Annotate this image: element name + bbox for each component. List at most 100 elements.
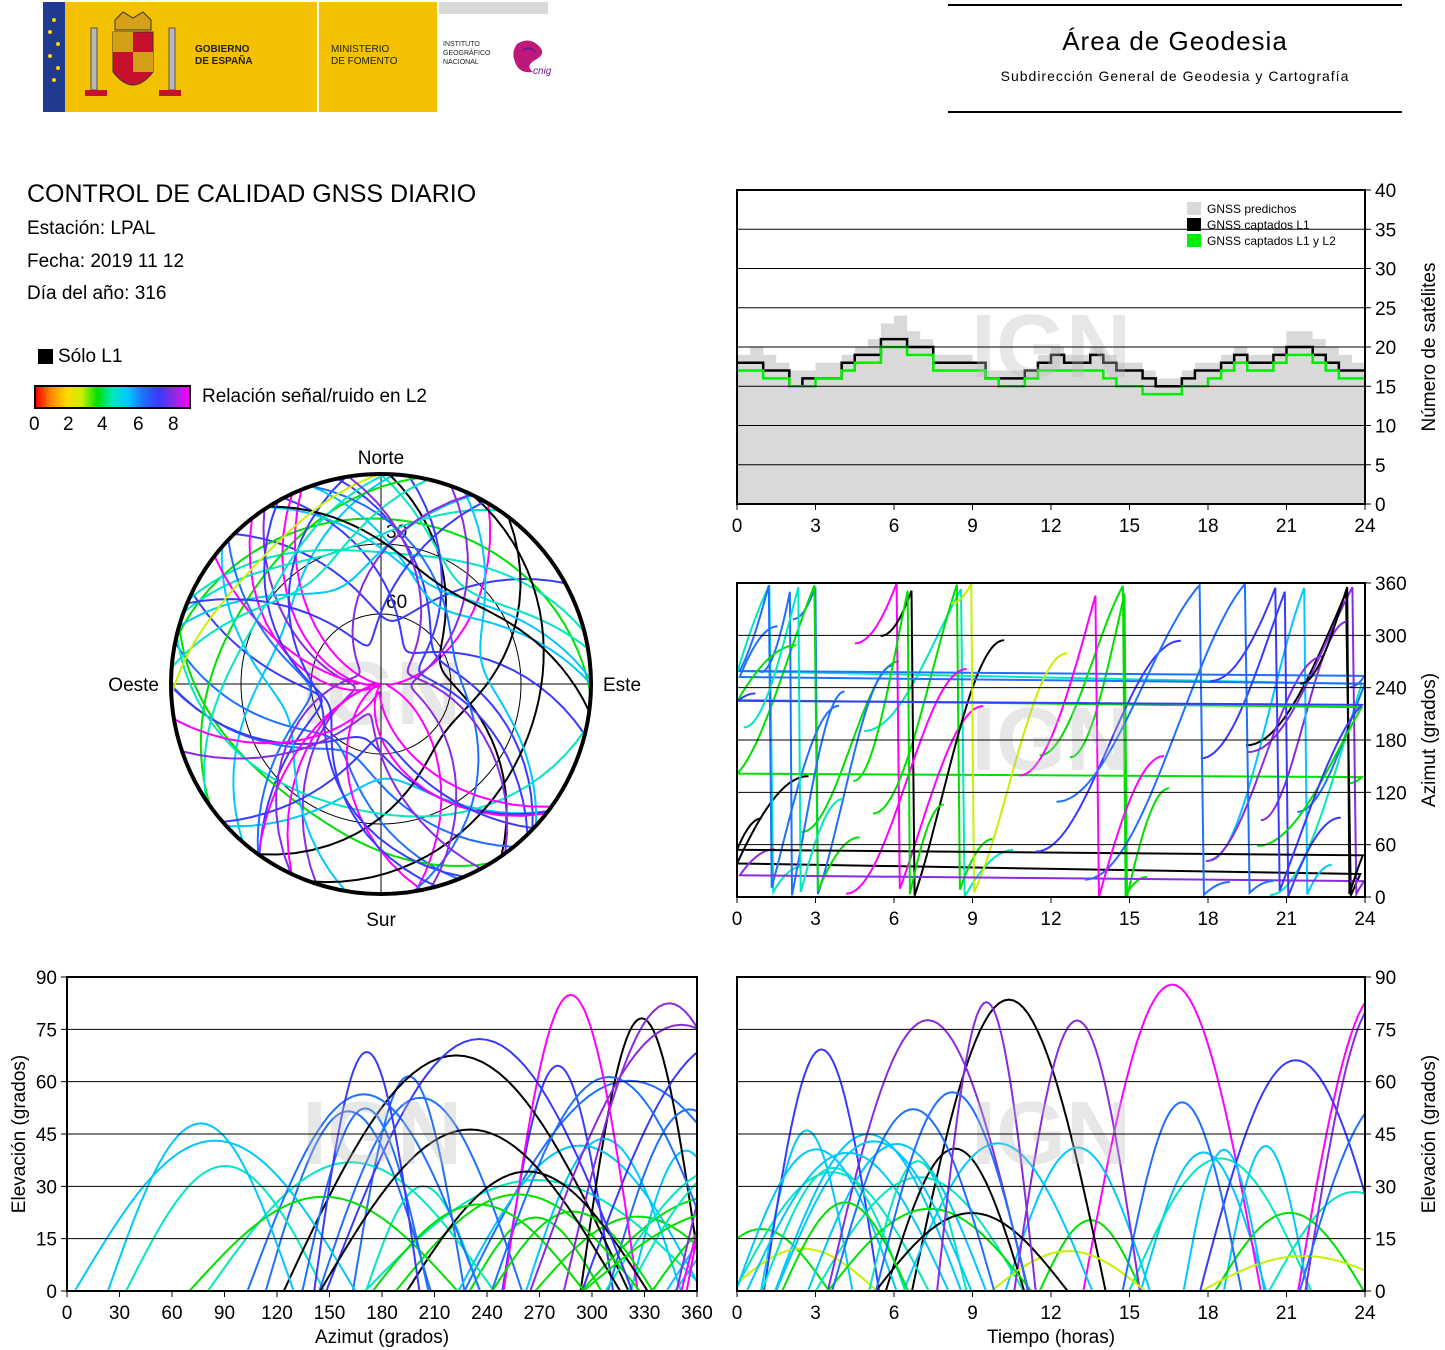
x-tick-label: 24: [1354, 516, 1376, 537]
skyplot-trace: [203, 474, 387, 801]
y-tick-label: 75: [36, 1020, 57, 1041]
elevation-time-traces: [737, 983, 1365, 1291]
elevation-azimuth-trace: [562, 1002, 697, 1291]
eu-flag-strip: [43, 2, 65, 112]
elevation-azimuth-trace: [491, 1210, 654, 1291]
x-tick-label: 12: [1040, 516, 1061, 537]
area-header: Área de Geodesia Subdirección General de…: [948, 4, 1402, 113]
station-label: Estación: LPAL: [27, 218, 156, 239]
elevation-azimuth-trace: [282, 1054, 630, 1291]
skyplot-horizon: [169, 472, 593, 896]
skyplot-trace: [336, 477, 534, 830]
x-tick-label: 15: [1119, 1303, 1140, 1324]
y-axis-label: Azimut (grados): [1419, 673, 1440, 807]
y-tick-label: 120: [1375, 783, 1407, 804]
legend-swatch: [1187, 202, 1201, 215]
azimuth-trace: [846, 668, 967, 895]
doy-label: Día del año: 316: [27, 283, 167, 304]
plot-frame: [736, 976, 1366, 1292]
elevation-azimuth-trace: [313, 1050, 421, 1291]
elevation-azimuth-trace: [685, 1230, 697, 1291]
x-tick-label: 9: [967, 516, 978, 537]
elevation-time-trace: [1121, 1101, 1243, 1291]
skyplot-trace: [283, 496, 586, 736]
report-title: CONTROL DE CALIDAD GNSS DIARIO: [27, 180, 477, 208]
y-tick-label: 300: [1375, 626, 1407, 647]
legend-label: GNSS captados L1: [1207, 218, 1310, 232]
elevation-azimuth-trace: [582, 1214, 697, 1291]
x-tick-label: 150: [314, 1303, 346, 1324]
skyplot-trace: [171, 684, 514, 848]
legend-label: GNSS predichos: [1207, 202, 1296, 216]
elevation-azimuth-trace: [651, 1232, 697, 1291]
x-tick-label: 0: [732, 516, 743, 537]
elevation-azimuth-trace: [581, 1051, 697, 1291]
captured-l1-line: [737, 337, 1365, 388]
colorbar-tick: 0: [29, 414, 40, 435]
y-tick-label: 60: [1375, 1073, 1396, 1094]
elevation-time-trace: [1297, 1000, 1365, 1291]
ministerio-logo: MINISTERIO DE FOMENTO: [319, 2, 437, 112]
skyplot-trace: [463, 490, 538, 826]
x-tick-label: 90: [214, 1303, 235, 1324]
elevation-time-trace: [868, 1160, 968, 1291]
y-tick-label: 35: [1375, 220, 1396, 241]
elevation-time-trace: [902, 1142, 1094, 1291]
east-label: Este: [603, 675, 641, 696]
x-tick-label: 6: [889, 909, 900, 930]
y-tick-label: 5: [1375, 456, 1386, 477]
x-tick-label: 21: [1276, 909, 1297, 930]
elevation-azimuth-trace: [319, 1128, 621, 1291]
x-tick-label: 9: [967, 1303, 978, 1324]
area-title: Área de Geodesia: [1062, 26, 1288, 56]
south-label: Sur: [366, 910, 396, 931]
elevation-time-trace: [1013, 1019, 1141, 1291]
elevation-time-trace: [1004, 1146, 1151, 1291]
skyplot-trace: [248, 518, 547, 817]
x-tick-label: 360: [681, 1303, 713, 1324]
elevation-azimuth-trace: [529, 1023, 697, 1291]
elevation-azimuth-trace: [395, 1193, 641, 1291]
y-tick-label: 90: [36, 968, 57, 989]
azimuth-trace: [1200, 591, 1341, 897]
azimuth-trace: [792, 586, 894, 895]
coat-of-arms-icon: [85, 11, 181, 96]
elevation-azimuth-trace: [73, 1139, 357, 1291]
x-tick-label: 0: [732, 909, 743, 930]
area-subtitle: Subdirección General de Geodesia y Carto…: [1000, 68, 1350, 84]
legend-swatch: [1187, 234, 1201, 247]
x-tick-label: 0: [62, 1303, 73, 1324]
skyplot-trace: [309, 494, 545, 884]
elevation-azimuth-trace: [627, 1181, 697, 1291]
azimuth-trace: [864, 588, 1014, 897]
y-tick-label: 0: [1375, 1282, 1386, 1303]
elevation-time-trace: [911, 998, 1107, 1291]
x-tick-label: 6: [889, 1303, 900, 1324]
ministerio-line2: DE FOMENTO: [331, 56, 398, 67]
skyplot-trace: [233, 532, 566, 622]
x-tick-label: 240: [471, 1303, 503, 1324]
y-tick-label: 30: [36, 1177, 57, 1198]
header-logos: GOBIERNO DE ESPAÑA MINISTERIO DE FOMENTO…: [43, 2, 551, 112]
elevation-time-trace: [1082, 983, 1262, 1291]
x-tick-label: 24: [1354, 909, 1376, 930]
y-tick-label: 360: [1375, 574, 1407, 595]
elevation-azimuth-trace: [457, 1144, 697, 1291]
x-tick-label: 30: [109, 1303, 130, 1324]
elevation-azimuth-trace: [580, 1197, 697, 1291]
x-tick-label: 15: [1119, 909, 1140, 930]
elevation-time-trace: [774, 1133, 963, 1291]
skyplot-trace: [171, 478, 430, 669]
x-tick-label: 300: [576, 1303, 608, 1324]
y-axis-label: Elevación (grados): [1419, 1055, 1440, 1213]
skyplot-trace: [267, 506, 591, 681]
elevation-azimuth-trace: [246, 1093, 481, 1291]
colorbar-tick: 6: [133, 414, 144, 435]
azimuth-trace: [1205, 655, 1324, 863]
x-tick-label: 21: [1276, 1303, 1297, 1324]
x-tick-label: 60: [161, 1303, 182, 1324]
x-tick-label: 15: [1119, 516, 1140, 537]
